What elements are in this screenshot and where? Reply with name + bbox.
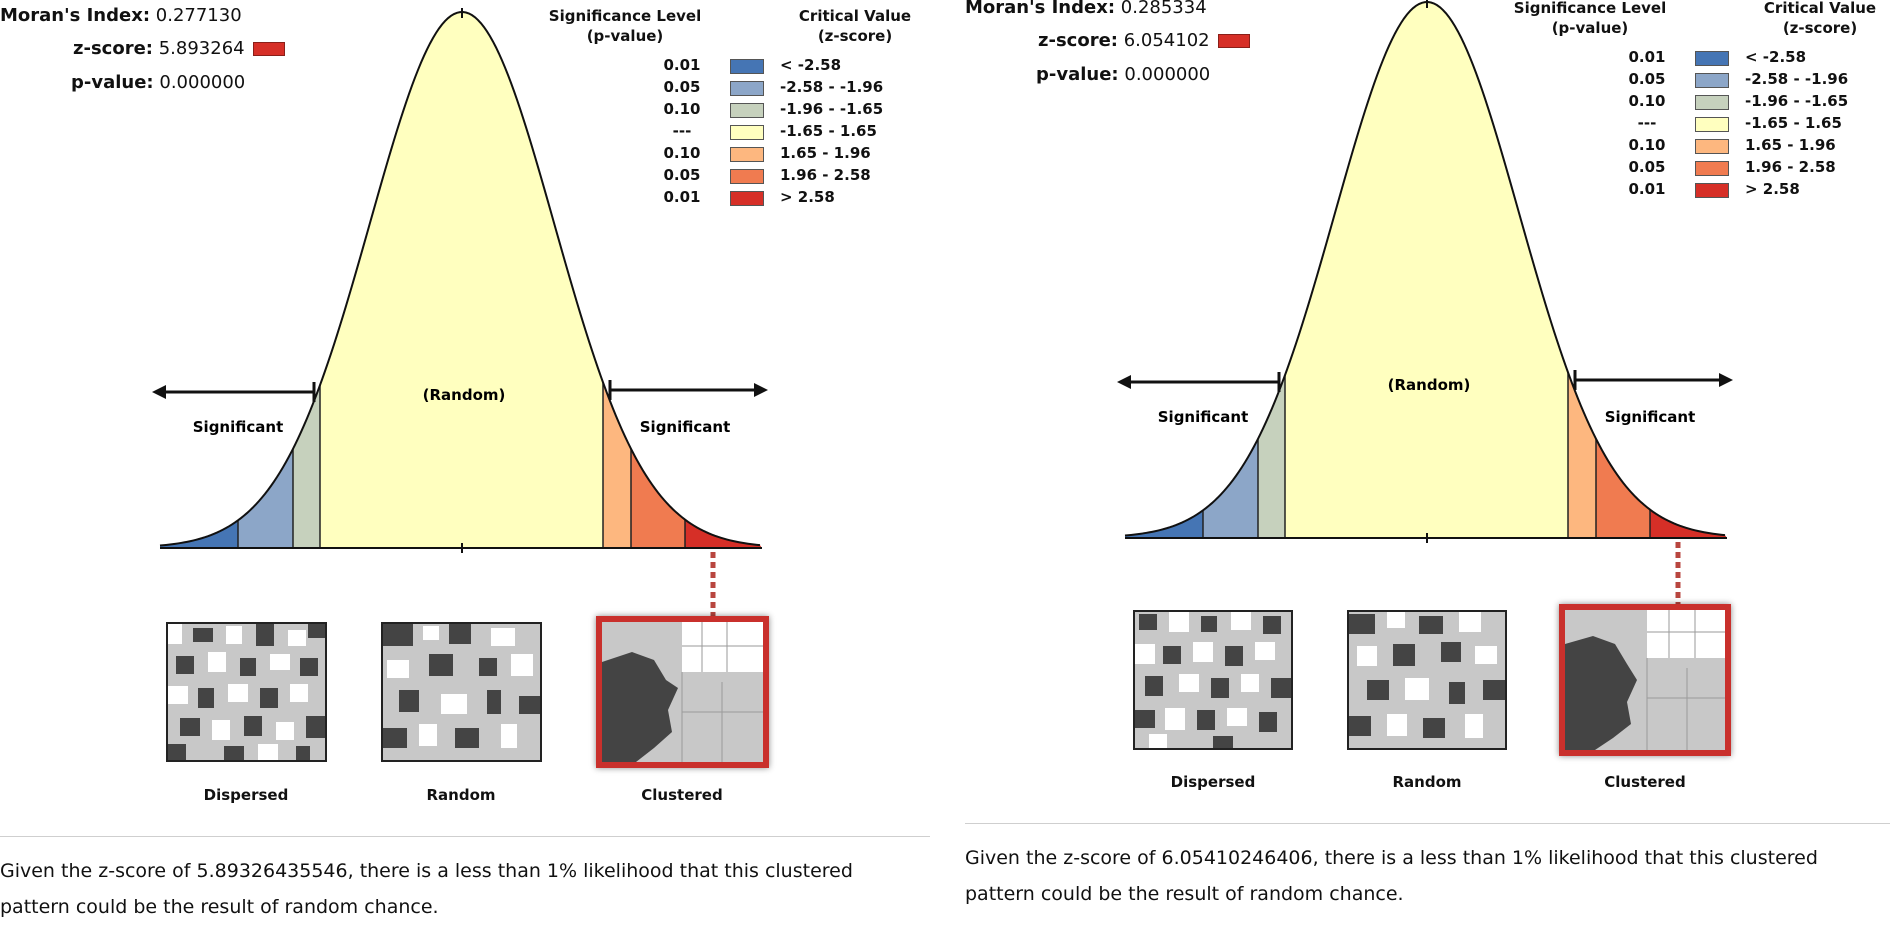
- clustered-thumbnail: [596, 616, 769, 768]
- dispersed-label: Dispersed: [203, 786, 289, 804]
- clustered-label: Clustered: [641, 786, 723, 804]
- significant-right-label: Significant: [1605, 408, 1695, 426]
- random-label: (Random): [1388, 376, 1471, 394]
- z-score: z-score: 5.893264: [73, 38, 285, 60]
- random-thumbnail: [381, 622, 542, 762]
- divider: [0, 836, 930, 837]
- dispersed-label: Dispersed: [1170, 773, 1256, 791]
- legend-crit-header: Critical Value (z-score): [798, 7, 912, 45]
- z-score-swatch: [252, 42, 285, 56]
- report-right: Moran's Index: 0.285334 z-score: 6.05410…: [965, 0, 1890, 918]
- summary-text: Given the z-score of 6.05410246406, ther…: [965, 847, 1818, 905]
- random-pattern-label: Random: [426, 786, 496, 804]
- clustered-label: Clustered: [1604, 773, 1686, 791]
- random-pattern-label: Random: [1392, 773, 1462, 791]
- morans-index: Moran's Index: 0.277130: [0, 5, 242, 26]
- significant-left-label: Significant: [1158, 408, 1248, 426]
- z-score-swatch: [1217, 34, 1250, 48]
- z-score: z-score: 6.054102: [1038, 30, 1250, 52]
- morans-index: Moran's Index: 0.285334: [965, 0, 1207, 18]
- legend-crit-header: Critical Value (z-score): [1763, 0, 1877, 37]
- normal-curve: (Random) Significant Significant: [152, 8, 768, 616]
- report-left: Moran's Index: 0.277130 z-score: 5.89326…: [0, 0, 945, 918]
- p-value: p-value: 0.000000: [1036, 64, 1211, 85]
- legend-sig-header: Significance Level (p-value): [1513, 0, 1667, 37]
- normal-curve: (Random) Significant Significant: [1117, 0, 1733, 606]
- dispersed-thumbnail: [1133, 610, 1293, 750]
- summary-text: Given the z-score of 5.89326435546, ther…: [0, 860, 853, 918]
- random-thumbnail: [1347, 610, 1507, 750]
- significant-right-label: Significant: [640, 418, 730, 436]
- random-label: (Random): [423, 386, 506, 404]
- legend-sig-header: Significance Level (p-value): [548, 7, 702, 45]
- dispersed-thumbnail: [166, 622, 327, 762]
- clustered-thumbnail: [1559, 604, 1731, 756]
- significant-left-label: Significant: [193, 418, 283, 436]
- p-value: p-value: 0.000000: [71, 72, 246, 93]
- divider: [965, 823, 1890, 824]
